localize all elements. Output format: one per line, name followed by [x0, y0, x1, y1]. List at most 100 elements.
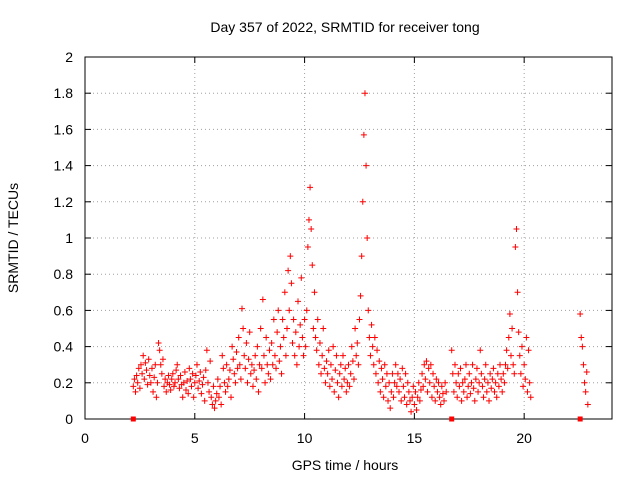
data-point — [343, 388, 350, 395]
data-point — [176, 385, 183, 392]
data-point — [307, 184, 314, 191]
data-point — [292, 329, 299, 336]
data-point — [271, 352, 278, 359]
data-point — [294, 298, 301, 305]
data-point — [220, 365, 227, 372]
data-point — [361, 90, 368, 97]
data-point — [185, 390, 192, 397]
data-point — [256, 361, 263, 368]
data-point — [326, 383, 333, 390]
data-point — [334, 379, 341, 386]
data-point — [287, 253, 294, 260]
data-point — [329, 376, 336, 383]
data-point — [355, 361, 362, 368]
data-point — [189, 370, 196, 377]
data-point — [409, 394, 416, 401]
data-point — [221, 379, 228, 386]
data-point — [435, 379, 442, 386]
data-point — [583, 368, 590, 375]
data-point — [480, 394, 487, 401]
data-point — [234, 365, 241, 372]
data-point — [580, 361, 587, 368]
data-point — [518, 343, 525, 350]
data-point — [375, 379, 382, 386]
data-point — [148, 365, 155, 372]
data-point — [324, 370, 331, 377]
data-point — [173, 367, 180, 374]
data-point — [212, 397, 219, 404]
data-point — [230, 356, 237, 363]
data-point — [455, 370, 462, 377]
data-point — [209, 401, 216, 408]
data-point — [270, 316, 277, 323]
data-point — [140, 352, 147, 359]
data-point — [254, 343, 261, 350]
data-point — [314, 316, 321, 323]
data-point — [458, 397, 465, 404]
data-point — [179, 394, 186, 401]
data-point — [170, 383, 177, 390]
chart-title: Day 357 of 2022, SRMTID for receiver ton… — [210, 19, 479, 35]
data-point — [193, 361, 200, 368]
data-point — [517, 370, 524, 377]
data-point — [161, 383, 168, 390]
data-point — [500, 370, 507, 377]
data-point — [385, 397, 392, 404]
data-point — [472, 376, 479, 383]
data-point — [363, 162, 370, 169]
data-point — [200, 374, 207, 381]
data-point — [522, 376, 529, 383]
data-point — [199, 381, 206, 388]
data-point — [470, 385, 477, 392]
data-point — [266, 347, 273, 354]
data-point — [494, 370, 501, 377]
data-point — [284, 325, 291, 332]
data-point — [330, 343, 337, 350]
data-point — [523, 334, 530, 341]
data-point — [281, 289, 288, 296]
data-point — [526, 379, 533, 386]
data-point — [260, 352, 267, 359]
data-point — [493, 394, 500, 401]
data-point — [352, 325, 359, 332]
data-point — [513, 225, 520, 232]
data-point — [514, 289, 521, 296]
data-point — [406, 397, 413, 404]
zero-marker — [449, 416, 455, 422]
data-point — [218, 401, 225, 408]
data-point — [177, 372, 184, 379]
data-point — [159, 356, 166, 363]
data-point — [449, 370, 456, 377]
data-point — [477, 347, 484, 354]
data-point — [521, 361, 528, 368]
data-point — [130, 383, 137, 390]
data-point — [389, 370, 396, 377]
data-point — [417, 387, 424, 394]
data-point — [321, 365, 328, 372]
data-point — [269, 361, 276, 368]
data-point — [443, 388, 450, 395]
data-point — [155, 339, 162, 346]
data-point — [304, 244, 311, 251]
data-point — [235, 334, 242, 341]
data-point — [166, 381, 173, 388]
data-point — [377, 388, 384, 395]
data-point — [274, 329, 281, 336]
data-point — [240, 325, 247, 332]
y-tick-label: 0.4 — [54, 339, 74, 355]
data-point — [316, 339, 323, 346]
data-point — [223, 361, 230, 368]
data-point — [340, 352, 347, 359]
data-point — [279, 316, 286, 323]
data-point — [433, 376, 440, 383]
data-point — [483, 388, 490, 395]
data-point — [353, 352, 360, 359]
data-point — [135, 365, 142, 372]
data-point — [462, 361, 469, 368]
data-point — [312, 334, 319, 341]
data-point — [348, 343, 355, 350]
data-point — [344, 379, 351, 386]
data-point — [181, 368, 188, 375]
data-point — [450, 388, 457, 395]
data-point — [431, 383, 438, 390]
